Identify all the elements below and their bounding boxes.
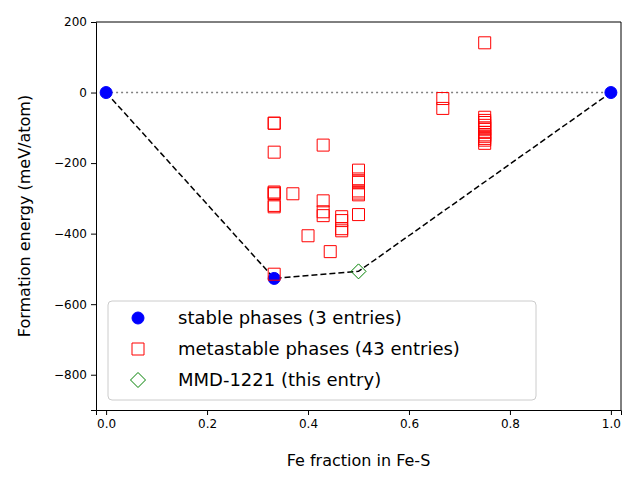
tick: 0.8: [501, 410, 520, 431]
point: [268, 187, 280, 199]
tick: −800: [54, 368, 96, 382]
tick-mark: [106, 410, 107, 415]
point: [268, 117, 280, 129]
legend-label: metastable phases (43 entries): [178, 338, 460, 359]
frame: [621, 22, 622, 410]
point: [317, 210, 329, 222]
point: [479, 129, 491, 141]
tick-label: 0.0: [97, 417, 116, 431]
point: [317, 139, 329, 151]
point: [268, 117, 280, 129]
tick-label: 0: [79, 86, 87, 100]
x-axis-title: Fe fraction in Fe-S: [287, 451, 431, 470]
tick: 0.2: [198, 410, 217, 431]
tick: 0.4: [299, 410, 318, 431]
point: [351, 264, 366, 279]
tick: 200: [64, 15, 96, 29]
marks: [100, 37, 617, 285]
tick-label: 1.0: [602, 417, 621, 431]
tick: −400: [54, 227, 96, 241]
point: [100, 87, 112, 99]
tick-mark: [91, 163, 96, 164]
tick-label: −800: [54, 368, 87, 382]
tick-label: 200: [64, 15, 87, 29]
tick-mark: [91, 304, 96, 305]
tick-label: −600: [54, 298, 87, 312]
point: [324, 246, 336, 258]
legend-marker: [132, 312, 144, 324]
tick-mark: [611, 410, 612, 415]
point: [336, 225, 348, 237]
y-axis: −800 −600 −400 −200 0 200: [54, 15, 96, 410]
hull-line: [106, 93, 611, 279]
y-axis-title: Formation energy (meV/atom): [15, 95, 34, 337]
point: [479, 137, 491, 149]
tick: −200: [54, 156, 96, 170]
point: [479, 119, 491, 131]
point: [479, 37, 491, 49]
plot: 0.0 0.2 0.4 0.6 0.8 1.0 −800 −600 −400 −200 0 200 st…: [54, 15, 621, 430]
reference-line: [106, 92, 611, 94]
tick: 0: [79, 86, 96, 100]
tick-mark: [409, 410, 410, 415]
tick-mark: [510, 410, 511, 415]
point: [353, 175, 365, 187]
tick: 0.0: [97, 410, 116, 431]
point: [336, 211, 348, 223]
point: [437, 102, 449, 114]
legend-marker: [131, 373, 146, 388]
point: [353, 209, 365, 221]
tick-label: 0.6: [400, 417, 419, 431]
point: [268, 146, 280, 158]
axis-line: [91, 23, 97, 411]
point: [268, 268, 280, 280]
legend-label: stable phases (3 entries): [178, 307, 402, 328]
frame: [96, 22, 621, 23]
point: [317, 206, 329, 218]
point: [479, 132, 491, 144]
tick-mark: [91, 234, 96, 235]
tick-label: 0.8: [501, 417, 520, 431]
tick-label: 0.4: [299, 417, 318, 431]
tick-label: −400: [54, 227, 87, 241]
tick-label: −200: [54, 156, 87, 170]
x-axis: 0.0 0.2 0.4 0.6 0.8 1.0: [97, 410, 622, 431]
point: [302, 230, 314, 242]
legend-marker: [132, 343, 144, 355]
legend: stable phases (3 entries) metastable phas…: [108, 301, 536, 400]
legend-label: MMD-1221 (this entry): [178, 369, 381, 390]
point: [353, 187, 365, 199]
tick-mark: [91, 93, 96, 94]
point: [287, 188, 299, 200]
point: [268, 188, 280, 200]
point: [268, 199, 280, 211]
tick-mark: [207, 410, 208, 415]
legend-box: [108, 301, 536, 400]
tick-mark: [91, 375, 96, 376]
point: [268, 272, 280, 284]
tick: 1.0: [602, 410, 621, 431]
chart: 0.0 0.2 0.4 0.6 0.8 1.0 −800 −600 −400 −200 0 200 st…: [0, 0, 640, 480]
point: [605, 87, 617, 99]
point: [317, 195, 329, 207]
tick-mark: [308, 410, 309, 415]
tick-label: 0.2: [198, 417, 217, 431]
tick: −600: [54, 298, 96, 312]
axis-line: [97, 411, 622, 416]
tick: 0.6: [400, 410, 419, 431]
tick-mark: [91, 22, 96, 23]
point: [479, 117, 491, 129]
